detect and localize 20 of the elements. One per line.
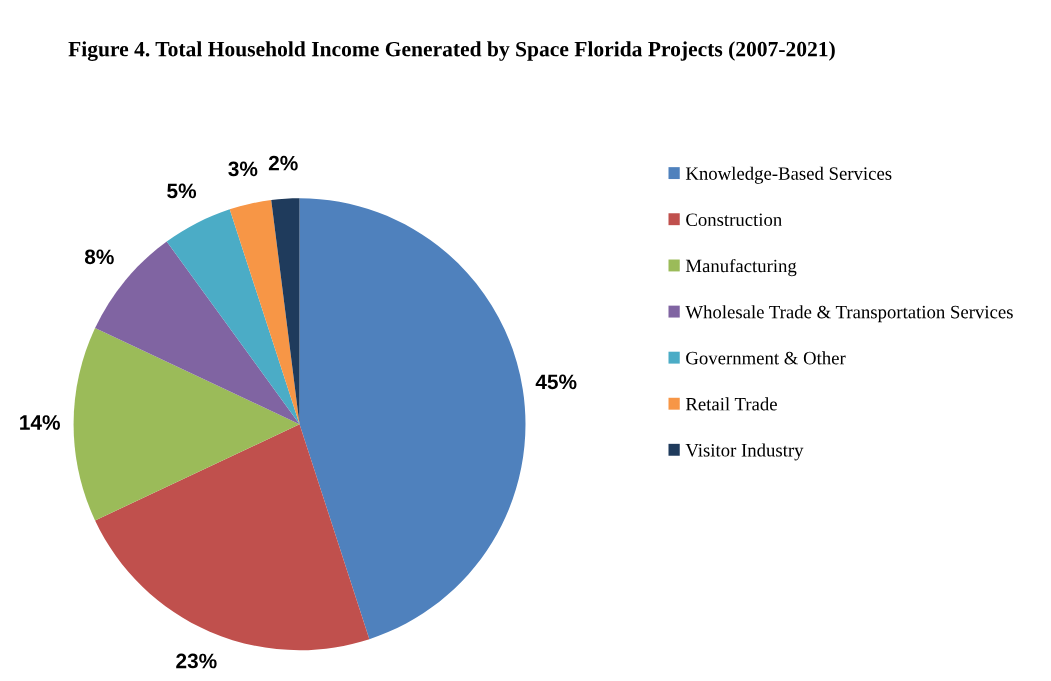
data-label: 14% xyxy=(20,415,60,430)
chart-title: Figure 4. Total Household Income Generated by Space Florida Projects (2007-2021) xyxy=(68,41,835,61)
legend-label: Manufacturing xyxy=(685,258,797,277)
data-label: 23% xyxy=(176,653,217,669)
legend-label: Wholesale Trade & Transportation Services xyxy=(685,305,1013,323)
legend-label: Visitor Industry xyxy=(685,443,804,461)
legend-label: Retail Trade xyxy=(685,397,777,411)
data-label: 2% xyxy=(268,155,298,171)
data-label: 3% xyxy=(228,161,258,177)
pie-slice xyxy=(299,198,526,640)
data-label: 5% xyxy=(167,183,197,199)
pie-slice xyxy=(73,328,300,521)
data-label: 8% xyxy=(84,249,114,265)
legend-label: Knowledge-Based Services xyxy=(685,166,892,184)
pie-slice xyxy=(166,209,300,425)
data-label: 45% xyxy=(535,374,577,390)
pie-slice xyxy=(271,198,300,425)
pie-slice xyxy=(95,424,370,651)
legend-label: Government & Other xyxy=(686,351,846,365)
legend-label: Construction xyxy=(686,213,782,227)
